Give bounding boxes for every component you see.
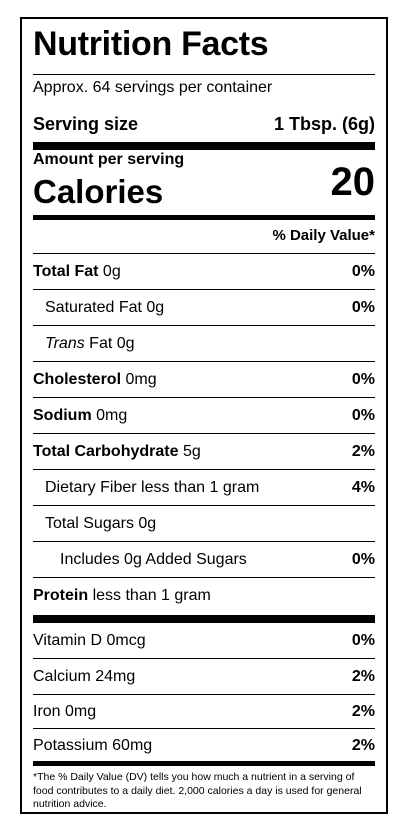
vitamin-row-potassium: Potassium 60mg 2%	[33, 728, 375, 763]
nutrition-facts-label: Nutrition Facts Approx. 64 servings per …	[20, 17, 388, 814]
amount-per-serving: Amount per serving	[33, 151, 185, 168]
vitamin-dv: 0%	[351, 632, 375, 649]
calories-value: 20	[330, 160, 376, 204]
vitamin-row-vitamin-d: Vitamin D 0mcg 0%	[33, 623, 375, 658]
serving-size-value: 1 Tbsp. (6g)	[273, 114, 375, 134]
nutrient-row-sodium: Sodium 0mg 0%	[33, 398, 375, 433]
nutrient-amount: 0mg	[121, 371, 157, 388]
thick-divider	[33, 142, 375, 150]
vitamin-name: Vitamin D 0mcg	[33, 632, 146, 649]
vitamin-dv: 2%	[351, 668, 375, 685]
servings-per-container: Approx. 64 servings per container	[33, 79, 273, 96]
nutrient-dv: 0%	[351, 371, 375, 388]
nutrient-row-total-sugars: Total Sugars 0g	[33, 506, 375, 541]
medium-divider	[33, 761, 375, 766]
divider	[33, 728, 375, 729]
nutrient-dv: 0%	[351, 407, 375, 424]
nutrient-dv: 4%	[351, 479, 375, 496]
divider	[33, 694, 375, 695]
vitamin-name: Potassium 60mg	[33, 737, 153, 754]
divider	[33, 541, 375, 542]
nutrient-amount: 0mg	[91, 407, 128, 424]
divider	[33, 253, 375, 254]
nutrient-name: Includes 0g Added Sugars	[60, 551, 247, 568]
thick-divider	[33, 615, 375, 623]
nutrient-row-added-sugars: Includes 0g Added Sugars 0%	[33, 542, 375, 577]
divider	[33, 289, 375, 290]
divider	[33, 658, 375, 659]
vitamin-row-iron: Iron 0mg 2%	[33, 694, 375, 729]
calories-label: Calories	[33, 173, 164, 210]
nutrient-name: Sodium	[33, 407, 92, 424]
daily-value-footnote: *The % Daily Value (DV) tells you how mu…	[33, 771, 362, 810]
nutrient-dv: 0%	[351, 263, 375, 280]
divider	[33, 361, 375, 362]
serving-size-label: Serving size	[33, 114, 139, 134]
vitamin-dv: 2%	[351, 703, 375, 720]
nutrient-dv: 2%	[351, 443, 375, 460]
nutrient-row-total-fat: Total Fat 0g 0%	[33, 254, 375, 289]
divider	[33, 325, 375, 326]
nutrient-name: Fat 0g	[84, 335, 135, 352]
daily-value-header: % Daily Value*	[272, 227, 375, 244]
nutrient-name: Cholesterol	[33, 371, 122, 388]
nutrient-name: Dietary Fiber less than 1 gram	[45, 479, 260, 496]
divider	[33, 397, 375, 398]
nutrient-row-total-carbohydrate: Total Carbohydrate 5g 2%	[33, 434, 375, 469]
divider	[33, 577, 375, 578]
nutrient-amount: 0g	[98, 263, 121, 280]
nutrient-row-cholesterol: Cholesterol 0mg 0%	[33, 362, 375, 397]
divider	[33, 505, 375, 506]
label-title: Nutrition Facts	[33, 25, 269, 63]
vitamin-dv: 2%	[351, 737, 375, 754]
nutrient-row-protein: Protein less than 1 gram	[33, 578, 375, 613]
vitamin-row-calcium: Calcium 24mg 2%	[33, 659, 375, 694]
nutrient-row-saturated-fat: Saturated Fat 0g 0%	[33, 290, 375, 325]
nutrient-name: Total Carbohydrate	[33, 443, 179, 460]
nutrient-name: Saturated Fat 0g	[45, 299, 165, 316]
vitamin-name: Iron 0mg	[33, 703, 97, 720]
nutrient-name: Total Sugars 0g	[45, 515, 157, 532]
nutrient-row-dietary-fiber: Dietary Fiber less than 1 gram 4%	[33, 470, 375, 505]
medium-divider	[33, 215, 375, 220]
nutrient-row-trans-fat: Trans Fat 0g	[33, 326, 375, 361]
nutrient-amount: less than 1 gram	[88, 587, 211, 604]
nutrient-name: Protein	[33, 587, 89, 604]
nutrient-name-italic: Trans	[45, 335, 85, 352]
nutrient-dv: 0%	[351, 299, 375, 316]
divider	[33, 74, 375, 75]
vitamin-name: Calcium 24mg	[33, 668, 136, 685]
divider	[33, 433, 375, 434]
divider	[33, 469, 375, 470]
nutrient-amount: 5g	[178, 443, 201, 460]
serving-size-row: Serving size 1 Tbsp. (6g)	[33, 114, 375, 135]
nutrient-name: Total Fat	[33, 263, 99, 280]
nutrient-dv: 0%	[351, 551, 375, 568]
